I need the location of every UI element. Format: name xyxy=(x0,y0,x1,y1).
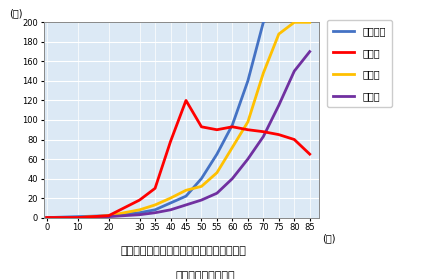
Text: （人口１０万人対）: （人口１０万人対） xyxy=(176,271,235,279)
乳がん xyxy=(245,128,250,131)
乳がん xyxy=(307,152,312,156)
乳がん xyxy=(214,128,219,131)
乳がん xyxy=(276,133,281,136)
Text: 「地域がん登録」研究班による全国推計値: 「地域がん登録」研究班による全国推計値 xyxy=(121,246,246,256)
大腫がん xyxy=(168,201,173,205)
大腫がん xyxy=(137,211,142,214)
胃がん xyxy=(75,216,80,219)
胃がん xyxy=(199,185,204,188)
肺がん xyxy=(276,104,281,107)
大腫がん xyxy=(276,6,281,9)
胃がん xyxy=(44,216,49,219)
大腫がん xyxy=(261,21,266,24)
乳がん xyxy=(137,198,142,202)
大腫がん xyxy=(75,215,80,218)
胃がん xyxy=(230,146,235,149)
Text: (人): (人) xyxy=(10,8,23,18)
胃がん xyxy=(214,171,219,174)
大腫がん xyxy=(106,214,111,217)
乳がん xyxy=(75,216,80,219)
肺がん xyxy=(230,177,235,180)
肺がん xyxy=(106,215,111,218)
肺がん xyxy=(75,216,80,219)
大腫がん xyxy=(44,216,49,219)
肺がん xyxy=(214,191,219,195)
Text: (歳): (歳) xyxy=(322,233,335,243)
乳がん xyxy=(184,99,189,102)
Line: 大腫がん: 大腫がん xyxy=(47,8,310,218)
胃がん xyxy=(276,32,281,36)
肺がん xyxy=(199,198,204,202)
胃がん xyxy=(245,120,250,124)
乳がん xyxy=(168,140,173,143)
肺がん xyxy=(168,208,173,211)
肺がん xyxy=(137,213,142,217)
肺がん xyxy=(291,69,297,73)
乳がん xyxy=(106,214,111,217)
大腫がん xyxy=(214,152,219,156)
肺がん xyxy=(245,157,250,161)
胃がん xyxy=(137,208,142,211)
乳がん xyxy=(199,125,204,128)
胃がん xyxy=(106,214,111,217)
胃がん xyxy=(168,196,173,200)
大腫がん xyxy=(245,79,250,83)
胃がん xyxy=(307,21,312,24)
大腫がん xyxy=(199,177,204,180)
大腫がん xyxy=(153,208,158,211)
胃がん xyxy=(184,189,189,192)
肺がん xyxy=(44,216,49,219)
乳がん xyxy=(261,130,266,133)
肺がん xyxy=(153,211,158,214)
乳がん xyxy=(291,138,297,141)
大腫がん xyxy=(291,11,297,14)
大腫がん xyxy=(184,194,189,198)
胃がん xyxy=(153,203,158,206)
胃がん xyxy=(291,21,297,24)
乳がん xyxy=(44,216,49,219)
肺がん xyxy=(261,135,266,138)
乳がん xyxy=(153,187,158,190)
大腫がん xyxy=(307,16,312,19)
大腫がん xyxy=(230,123,235,127)
乳がん xyxy=(230,125,235,128)
肺がん xyxy=(184,203,189,206)
肺がん xyxy=(307,50,312,53)
Line: 乳がん: 乳がん xyxy=(47,100,310,218)
Legend: 大腫がん, 乳がん, 胃がん, 肺がん: 大腫がん, 乳がん, 胃がん, 肺がん xyxy=(327,20,392,107)
Line: 胃がん: 胃がん xyxy=(47,22,310,218)
胃がん xyxy=(261,71,266,75)
Line: 肺がん: 肺がん xyxy=(47,52,310,218)
